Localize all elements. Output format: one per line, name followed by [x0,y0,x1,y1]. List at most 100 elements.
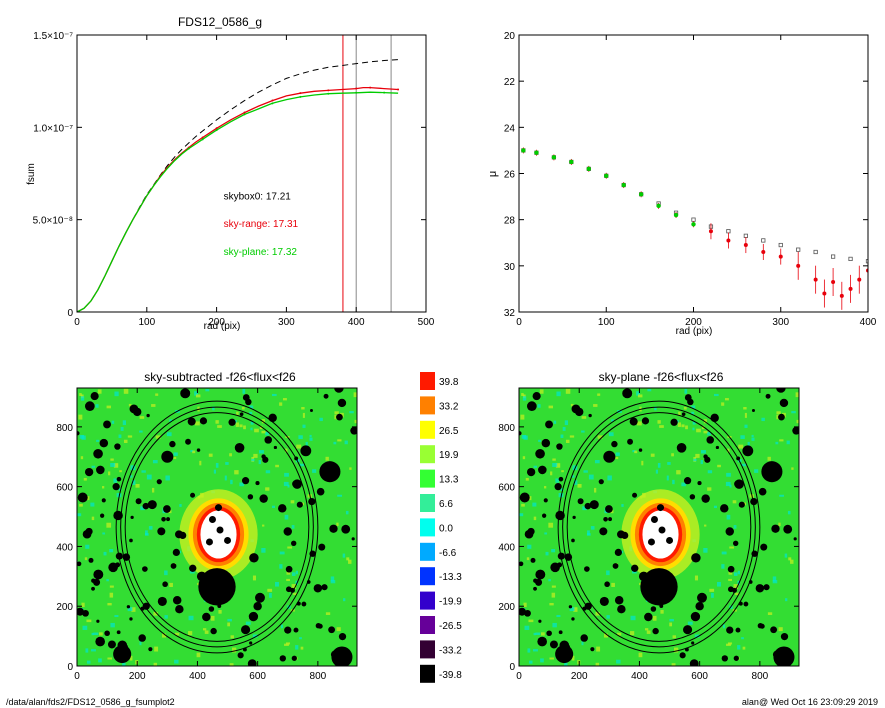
image-noise [252,575,257,581]
colorbar-label: 26.5 [439,426,459,437]
masked-source [84,401,95,412]
fsum-series-point [299,95,302,98]
masked-source [107,640,116,649]
fsum-series-point [201,138,204,141]
mu-point-green [691,222,696,227]
image-noise [657,420,661,424]
image-noise [284,643,289,646]
image-noise [280,624,284,629]
sky-plane-title: sky-plane -f26<flux<f26 [599,370,724,384]
image-noise [301,502,304,506]
image-noise [227,622,231,627]
image-noise [109,548,114,553]
masked-source [727,565,735,573]
image-noise [716,581,721,587]
y-tick-label: 400 [498,542,515,553]
x-tick-label: 200 [571,671,588,682]
masked-source [185,438,191,445]
x-tick-label: 300 [278,317,295,328]
image-noise [532,502,537,507]
image-noise [299,463,305,467]
image-noise [533,516,537,521]
masked-source [532,392,541,401]
image-noise [261,430,266,434]
image-noise [673,647,679,653]
image-noise [521,434,527,439]
colorbar-label: -26.5 [439,621,462,632]
fsum-series-point [201,136,204,139]
image-noise [796,419,799,424]
image-noise [245,621,251,625]
image-noise [779,494,785,497]
image-noise [208,453,213,457]
masked-source [175,530,184,539]
image-noise [684,388,688,394]
image-noise [791,411,796,414]
masked-source [703,454,708,459]
masked-source [329,524,338,533]
colorbar-label: 13.3 [439,475,459,486]
image-noise [711,592,714,598]
image-noise [522,456,526,460]
mask-hole [647,538,655,546]
masked-source [761,461,783,483]
image-noise [681,482,686,487]
masked-source [590,647,595,652]
image-noise [581,430,585,433]
image-noise [707,470,713,474]
image-noise [528,496,532,501]
mu-point-open [813,249,818,255]
masked-source [725,527,734,536]
masked-source [599,527,608,536]
image-noise [139,416,145,419]
image-noise [179,504,182,507]
image-noise [607,475,612,481]
masked-source [249,641,253,645]
image-noise [533,465,538,468]
masked-source [77,492,88,503]
image-noise [290,500,295,504]
image-noise [146,474,152,480]
image-noise [552,622,557,628]
masked-source [255,481,260,486]
image-noise [250,427,253,431]
image-noise [528,660,533,664]
masked-source [622,388,633,399]
image-noise [119,470,122,473]
masked-source [780,632,789,641]
image-noise [218,609,222,614]
image-noise [231,647,237,653]
image-noise [113,478,117,483]
image-noise [93,632,99,635]
masked-source [239,412,244,416]
fsum-plot-area [77,35,400,312]
fsum-series-point [215,129,218,132]
image-noise [123,439,128,443]
masked-source [319,461,341,483]
image-noise [569,435,575,438]
fsum-title: FDS12_0586_g [178,15,262,29]
masked-source [535,569,546,580]
image-noise [561,470,564,473]
image-noise [555,463,561,468]
image-noise [86,619,92,623]
image-noise [325,612,331,615]
masked-source [84,467,94,477]
masked-source [650,606,657,612]
masked-source [771,524,780,533]
image-noise [111,420,115,424]
masked-source [82,529,92,539]
colorbar-swatch [420,664,435,683]
fsum-series-point [271,99,274,102]
image-noise [78,414,83,420]
masked-source [571,538,575,543]
image-noise [210,615,215,621]
image-noise [166,432,172,437]
masked-source [117,640,128,651]
masked-source [617,604,626,614]
masked-source [779,398,789,408]
image-noise [90,502,95,507]
mu-point-open [796,247,801,252]
image-noise [130,475,133,478]
image-noise [334,411,339,415]
